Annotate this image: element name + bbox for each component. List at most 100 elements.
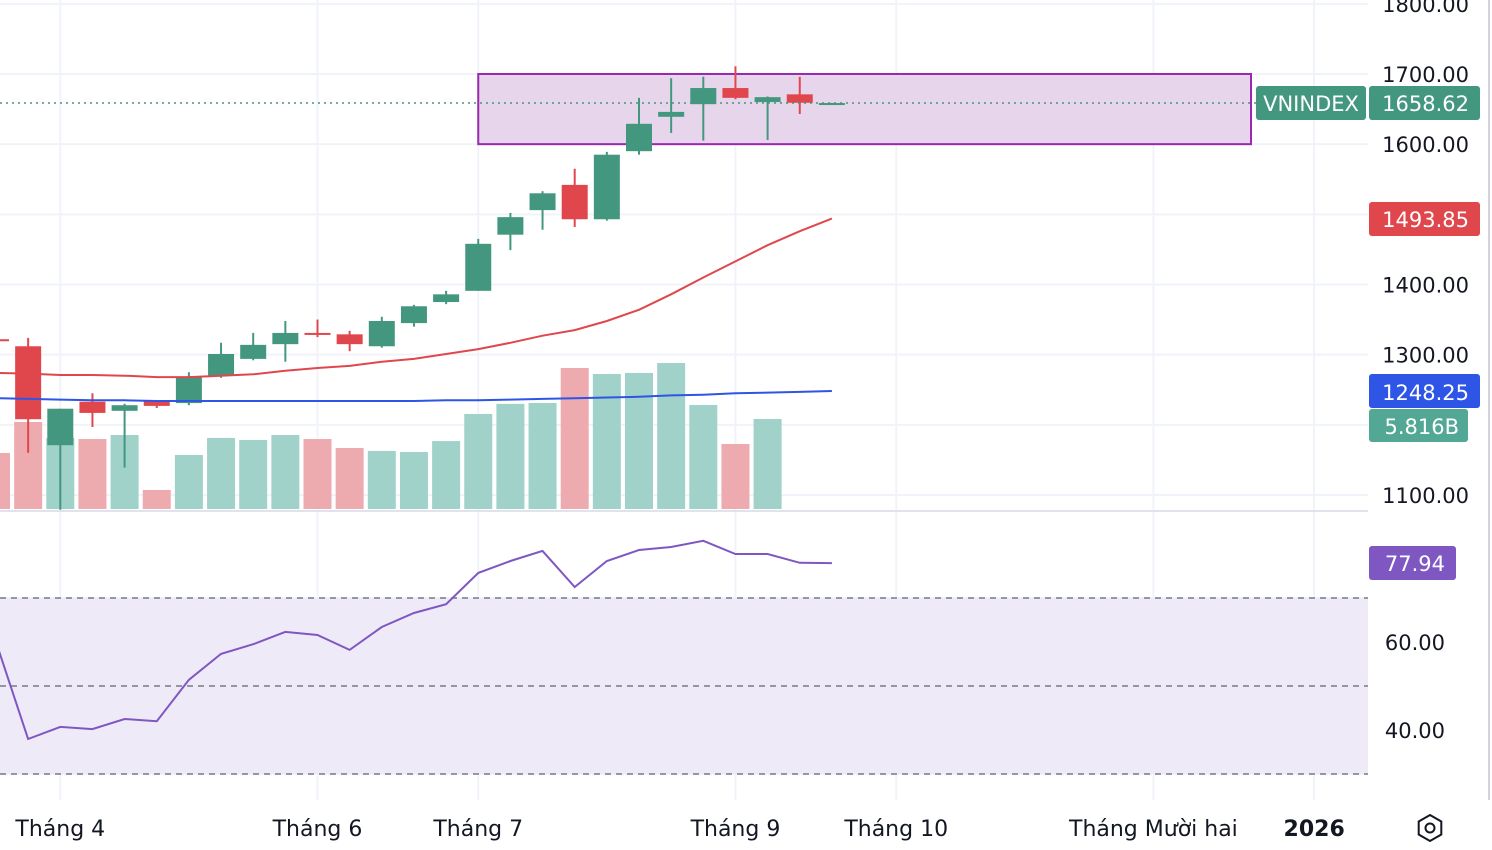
price-axis[interactable]: 1800.00 1700.00 1600.00 1400.00 1300.00 1100.… [1382,0,1469,508]
candle-body [15,346,42,420]
price-tick-label: 1600.00 [1382,133,1469,157]
rsi-axis[interactable]: 60.00 40.00 [1385,631,1445,743]
candle-body [208,353,235,376]
candle [208,342,235,378]
volume-bar [721,443,750,509]
rsi-line [0,539,832,741]
volume-bar [142,489,171,509]
candle-body [465,243,492,291]
candle [786,76,813,114]
candle [754,96,781,140]
candle [561,168,588,227]
last-price-tag: 1658.62 [1369,86,1480,120]
candle-body [722,88,749,98]
candle [529,191,556,230]
time-axis[interactable]: Tháng 4 Tháng 6 Tháng 7 Tháng 9 Tháng 10 Thán… [14,817,1344,842]
price-tick-label: 1100.00 [1382,484,1469,508]
candle [722,66,749,100]
last-price-value: 1658.62 [1382,92,1469,116]
candle [818,102,845,106]
candle [175,372,202,406]
volume-bar [528,402,557,509]
candle [15,337,42,453]
volume-bar [78,439,107,509]
volume-bar [271,435,300,509]
candle [593,151,620,221]
volume-bar [174,454,203,509]
price-tick-label: 1300.00 [1382,344,1469,368]
ma-fast-line [0,217,833,379]
rsi-tick-label: 60.00 [1385,631,1445,655]
ma-slow-line [0,390,832,402]
volume-bar [335,448,364,509]
volume-bars [0,363,782,509]
time-axis-label: Tháng 7 [432,817,523,842]
rsi-tag: 77.94 [1369,546,1456,580]
candle [240,332,267,361]
time-axis-label: Tháng Mười hai [1068,817,1238,842]
candle-body [400,306,427,324]
candle-body [497,217,524,235]
volume-bar [657,363,686,509]
candle [433,290,460,305]
volume-bar [399,452,428,509]
volume-bar [625,372,653,509]
candle [658,78,685,133]
volume-bar [689,404,718,509]
candle-body [433,294,460,303]
price-tick-label: 1800.00 [1382,0,1469,17]
symbol-tag: VNINDEX [1256,86,1366,120]
candle [79,393,106,427]
volume-bar [496,403,525,509]
price-zone-rectangle[interactable] [477,73,1252,146]
candle-body [111,405,138,411]
candle-body [47,408,74,446]
candle-body [818,103,845,106]
candle [272,320,299,362]
candle-body [304,332,331,335]
volume-bar [560,367,589,509]
volume-bar [207,437,236,509]
candle-body [626,123,652,152]
ma-fast-tag: 1493.85 [1369,202,1480,236]
candle-body [658,111,685,117]
candle [47,408,74,510]
rsi-tick-label: 40.00 [1385,719,1445,743]
volume-tag: 5.816B [1369,409,1468,442]
candle [0,339,9,342]
candle [304,319,331,338]
candle-body [240,344,267,359]
candle [400,304,427,327]
price-tick-label: 1700.00 [1382,63,1469,87]
volume-bar [303,439,332,509]
ma-slow-tag: 1248.25 [1369,374,1480,408]
time-axis-label: Tháng 4 [14,817,105,842]
ma-slow-value: 1248.25 [1382,381,1469,405]
candle [111,403,138,468]
time-axis-label: Tháng 6 [272,817,363,842]
candle-body [272,332,299,345]
candle-body [175,377,202,404]
time-axis-label: Tháng 10 [843,817,948,842]
time-axis-label: Tháng 9 [690,817,781,842]
settings-icon[interactable] [1417,813,1443,843]
candle [690,76,717,141]
symbol-label: VNINDEX [1263,92,1359,116]
candle-body [368,320,395,347]
rsi-band-lines [0,597,1368,775]
candle [497,212,524,251]
volume-value: 5.816B [1384,415,1459,439]
ma-fast-value: 1493.85 [1382,208,1469,232]
candle-body [593,154,620,220]
volume-bar [0,452,10,509]
volume-bar [464,413,493,509]
volume-bar [239,439,268,509]
rsi-value: 77.94 [1385,552,1445,576]
candle-body [754,97,781,103]
candle-body [143,400,170,406]
candle [336,330,363,352]
volume-bar [753,418,782,509]
candle [465,238,492,291]
time-axis-label: 2026 [1284,817,1345,842]
